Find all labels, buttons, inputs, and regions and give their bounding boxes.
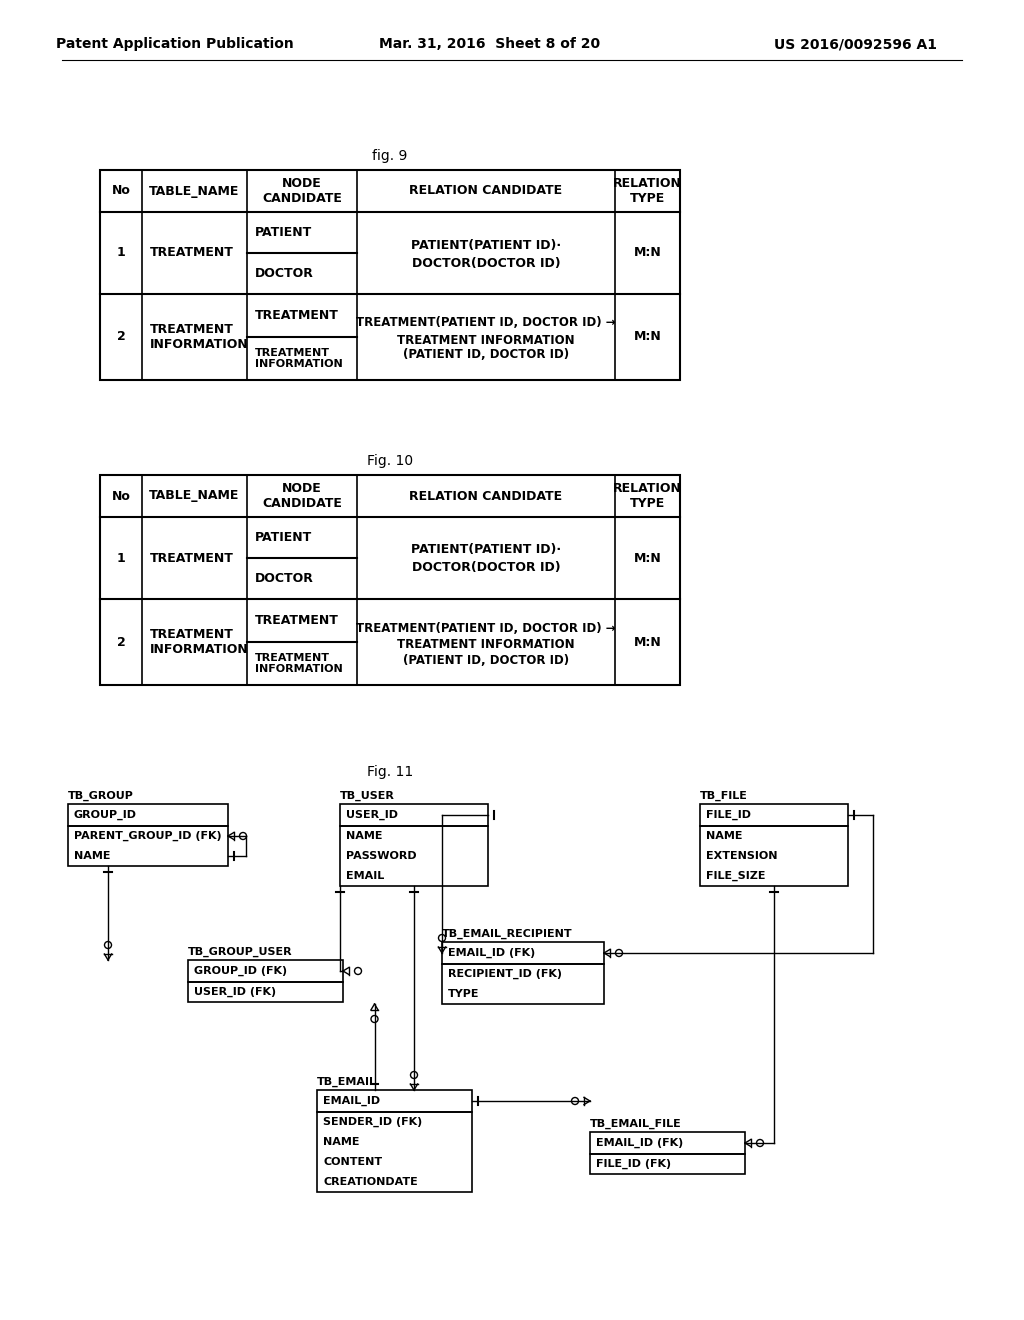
- Text: TREATMENT: TREATMENT: [150, 247, 233, 260]
- Text: CONTENT: CONTENT: [323, 1158, 382, 1167]
- Text: EXTENSION: EXTENSION: [706, 851, 777, 861]
- Text: 1: 1: [117, 247, 125, 260]
- Bar: [188, 960, 343, 982]
- Text: TB_EMAIL: TB_EMAIL: [317, 1077, 377, 1088]
- Text: GROUP_ID: GROUP_ID: [74, 810, 137, 820]
- Text: TREATMENT: TREATMENT: [150, 552, 233, 565]
- Text: 2: 2: [117, 635, 125, 648]
- Text: SENDER_ID (FK): SENDER_ID (FK): [323, 1117, 422, 1127]
- Text: TB_GROUP_USER: TB_GROUP_USER: [188, 946, 293, 957]
- Text: No: No: [112, 490, 130, 503]
- Text: TB_EMAIL_FILE: TB_EMAIL_FILE: [590, 1119, 682, 1129]
- Bar: [100, 170, 680, 380]
- Text: PASSWORD: PASSWORD: [346, 851, 417, 861]
- Text: M:N: M:N: [634, 635, 662, 648]
- Text: (PATIENT ID, DOCTOR ID): (PATIENT ID, DOCTOR ID): [402, 348, 569, 362]
- Text: Fig. 10: Fig. 10: [367, 454, 413, 469]
- Text: NAME: NAME: [323, 1137, 359, 1147]
- Text: TREATMENT
INFORMATION: TREATMENT INFORMATION: [255, 347, 343, 370]
- Text: Fig. 11: Fig. 11: [367, 766, 413, 779]
- Bar: [442, 942, 604, 964]
- Text: DOCTOR: DOCTOR: [255, 572, 314, 585]
- Bar: [188, 982, 343, 1002]
- Bar: [100, 475, 680, 685]
- Text: PATIENT(PATIENT ID)·: PATIENT(PATIENT ID)·: [411, 544, 561, 557]
- Text: Patent Application Publication: Patent Application Publication: [56, 37, 294, 51]
- Bar: [590, 1154, 745, 1173]
- Text: FILE_ID (FK): FILE_ID (FK): [596, 1159, 671, 1170]
- Text: EMAIL_ID (FK): EMAIL_ID (FK): [596, 1138, 683, 1148]
- Text: TREATMENT(PATIENT ID, DOCTOR ID) →: TREATMENT(PATIENT ID, DOCTOR ID) →: [356, 317, 615, 330]
- Text: 2: 2: [117, 330, 125, 343]
- Bar: [700, 804, 848, 826]
- Text: TREATMENT
INFORMATION: TREATMENT INFORMATION: [150, 323, 249, 351]
- Bar: [340, 826, 488, 886]
- Text: (PATIENT ID, DOCTOR ID): (PATIENT ID, DOCTOR ID): [402, 653, 569, 667]
- Text: fig. 9: fig. 9: [373, 149, 408, 162]
- Bar: [590, 1133, 745, 1154]
- Text: EMAIL: EMAIL: [346, 871, 384, 880]
- Text: NAME: NAME: [346, 832, 383, 841]
- Text: EMAIL_ID: EMAIL_ID: [323, 1096, 380, 1106]
- Text: NAME: NAME: [74, 851, 111, 861]
- Text: EMAIL_ID (FK): EMAIL_ID (FK): [449, 948, 536, 958]
- Text: TREATMENT: TREATMENT: [255, 309, 339, 322]
- Text: USER_ID (FK): USER_ID (FK): [194, 987, 276, 997]
- Text: TB_FILE: TB_FILE: [700, 791, 748, 801]
- Bar: [442, 964, 604, 1005]
- Text: No: No: [112, 185, 130, 198]
- Text: RELATION CANDIDATE: RELATION CANDIDATE: [410, 490, 562, 503]
- Text: TREATMENT
INFORMATION: TREATMENT INFORMATION: [255, 652, 343, 675]
- Text: M:N: M:N: [634, 552, 662, 565]
- Bar: [317, 1090, 472, 1111]
- Bar: [68, 804, 228, 826]
- Text: TREATMENT: TREATMENT: [255, 614, 339, 627]
- Text: GROUP_ID (FK): GROUP_ID (FK): [194, 966, 287, 975]
- Text: Mar. 31, 2016  Sheet 8 of 20: Mar. 31, 2016 Sheet 8 of 20: [380, 37, 600, 51]
- Text: FILE_ID: FILE_ID: [706, 810, 751, 820]
- Text: RELATION
TYPE: RELATION TYPE: [613, 482, 682, 510]
- Bar: [340, 804, 488, 826]
- Text: RELATION CANDIDATE: RELATION CANDIDATE: [410, 185, 562, 198]
- Text: RECIPIENT_ID (FK): RECIPIENT_ID (FK): [449, 969, 562, 979]
- Text: TABLE_NAME: TABLE_NAME: [150, 490, 240, 503]
- Text: TREATMENT
INFORMATION: TREATMENT INFORMATION: [150, 628, 249, 656]
- Text: PARENT_GROUP_ID (FK): PARENT_GROUP_ID (FK): [74, 830, 221, 841]
- Text: TB_EMAIL_RECIPIENT: TB_EMAIL_RECIPIENT: [442, 929, 572, 939]
- Text: US 2016/0092596 A1: US 2016/0092596 A1: [773, 37, 937, 51]
- Text: PATIENT(PATIENT ID)·: PATIENT(PATIENT ID)·: [411, 239, 561, 252]
- Bar: [700, 826, 848, 886]
- Bar: [317, 1111, 472, 1192]
- Text: TB_GROUP: TB_GROUP: [68, 791, 134, 801]
- Text: RELATION
TYPE: RELATION TYPE: [613, 177, 682, 205]
- Text: CREATIONDATE: CREATIONDATE: [323, 1177, 418, 1187]
- Text: FILE_SIZE: FILE_SIZE: [706, 871, 766, 882]
- Text: TB_USER: TB_USER: [340, 791, 395, 801]
- Text: TREATMENT(PATIENT ID, DOCTOR ID) →: TREATMENT(PATIENT ID, DOCTOR ID) →: [356, 622, 615, 635]
- Text: DOCTOR(DOCTOR ID): DOCTOR(DOCTOR ID): [412, 256, 560, 269]
- Text: TABLE_NAME: TABLE_NAME: [150, 185, 240, 198]
- Text: DOCTOR(DOCTOR ID): DOCTOR(DOCTOR ID): [412, 561, 560, 574]
- Text: 1: 1: [117, 552, 125, 565]
- Text: M:N: M:N: [634, 247, 662, 260]
- Text: PATIENT: PATIENT: [255, 226, 312, 239]
- Bar: [68, 826, 228, 866]
- Text: PATIENT: PATIENT: [255, 531, 312, 544]
- Text: DOCTOR: DOCTOR: [255, 267, 314, 280]
- Text: USER_ID: USER_ID: [346, 810, 398, 820]
- Text: M:N: M:N: [634, 330, 662, 343]
- Text: TREATMENT INFORMATION: TREATMENT INFORMATION: [397, 334, 574, 346]
- Text: NODE
CANDIDATE: NODE CANDIDATE: [262, 177, 342, 205]
- Text: NODE
CANDIDATE: NODE CANDIDATE: [262, 482, 342, 510]
- Text: NAME: NAME: [706, 832, 742, 841]
- Text: TYPE: TYPE: [449, 989, 479, 999]
- Text: TREATMENT INFORMATION: TREATMENT INFORMATION: [397, 639, 574, 652]
